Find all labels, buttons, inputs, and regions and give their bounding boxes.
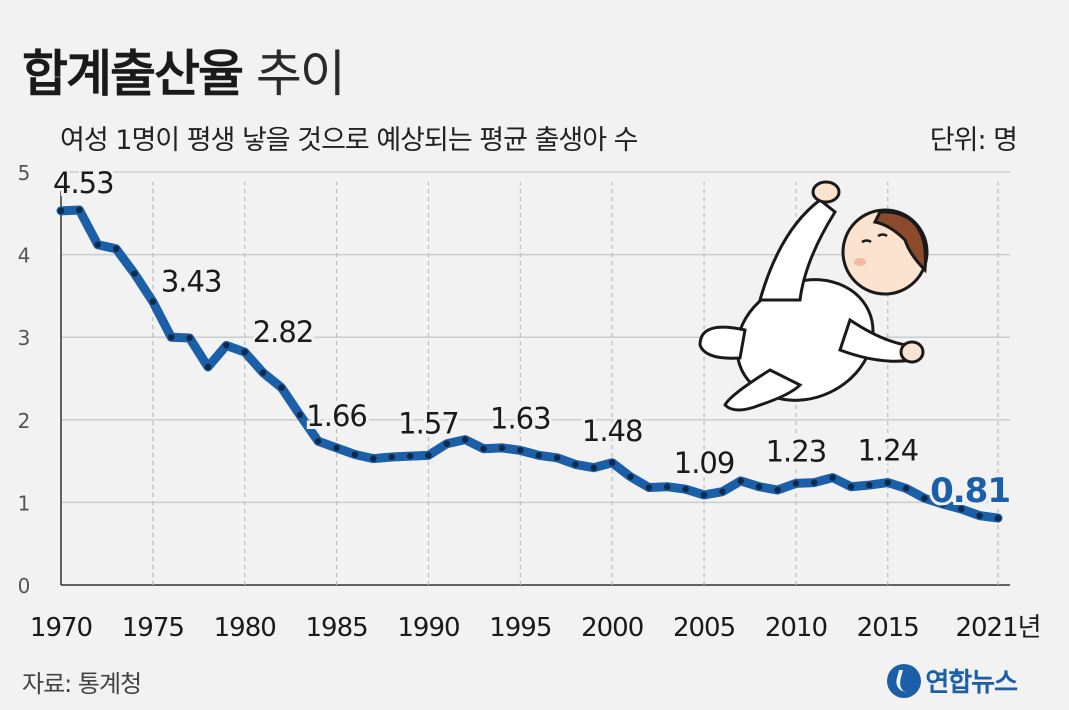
data-point [884,479,891,486]
x-tick-label: 2000 [581,613,643,643]
data-point [737,477,744,485]
data-point [425,452,432,459]
data-point [921,495,928,502]
data-point [296,411,304,419]
data-point [572,461,579,468]
data-point [76,206,83,214]
series-line [56,205,1003,523]
data-point [645,484,653,491]
data-label: 1.48 [582,414,643,448]
data-point [351,451,359,458]
data-point [590,464,598,471]
x-tick-label: 2010 [765,613,827,643]
data-point [480,445,487,452]
data-point [94,241,101,248]
y-tick-label: 5 [18,161,31,185]
x-tick-label: 1970 [30,613,92,643]
data-point [958,505,965,513]
data-point [278,384,285,391]
title-suffix: 추이 [255,45,346,103]
data-labels: 4.53 3.43 2.82 1.66 1.57 1.63 1.48 1.09 1.23 1.24… [50,163,1014,514]
axis-ticks: 0 1 2 3 4 5 1970 1975 1980 1985 1990 1995 2000 2005 20… [18,161,1042,643]
data-point [755,483,763,490]
data-point [241,348,248,356]
data-label: 1.23 [766,434,827,468]
data-label: 1.57 [398,406,459,440]
data-point [847,483,855,490]
data-point [370,455,377,462]
y-tick-label: 0 [18,574,31,598]
publisher-logo: 연합뉴스 [887,662,1018,699]
data-point [131,270,138,277]
x-tick-label: 1980 [214,613,276,643]
data-point [682,485,689,493]
yonhap-logo-icon [887,663,922,698]
data-label: 3.43 [161,265,222,299]
x-tick-label: 2005 [673,613,735,643]
data-label: 0.81 [930,471,1010,511]
data-point [700,491,708,499]
data-point [902,485,910,492]
data-label: 2.82 [253,315,314,349]
chart-subtitle: 여성 1명이 평생 낳을 것으로 예상되는 평균 출생아 수 [60,125,638,156]
data-point [627,473,634,480]
grid-lines [60,171,1010,586]
baby-illustration [698,180,929,412]
x-tick-label: 1995 [489,613,551,643]
data-point [204,363,212,371]
data-point [535,452,542,459]
data-point [57,207,65,215]
data-label: 1.24 [857,434,918,468]
series-markers [57,206,1002,522]
data-point [939,500,947,508]
unit-label: 단위: 명 [929,125,1018,156]
data-point [517,447,524,454]
data-label: 1.66 [306,399,367,433]
y-tick-label: 1 [18,491,31,515]
data-point [774,486,781,494]
data-point [461,436,469,443]
y-tick-label: 3 [18,326,31,350]
data-point [406,452,414,460]
data-point [829,474,836,481]
x-tick-label: 2015 [857,613,919,643]
data-point [994,514,1002,522]
data-point [792,480,800,487]
data-point [664,483,671,490]
data-point [866,481,873,489]
x-tick-label: 1985 [306,613,368,643]
data-point [811,479,818,486]
chart-title: 합계출산율 추이 [22,34,346,106]
data-point [149,298,157,305]
data-point [223,342,230,349]
data-point [498,444,506,452]
data-label: 4.53 [53,166,114,200]
data-point [719,488,726,495]
y-tick-label: 4 [18,244,31,268]
data-point [388,453,395,461]
y-tick-label: 2 [18,409,31,433]
x-tick-label: 1975 [122,613,184,643]
data-point [315,438,322,445]
data-point [168,334,175,341]
data-point [553,454,561,461]
data-label: 1.63 [490,401,551,435]
title-main: 합계출산율 [22,45,244,103]
data-point [186,334,193,342]
data-point [976,512,983,519]
data-label: 1.09 [674,446,735,480]
x-tick-label: 1990 [397,613,459,643]
data-point [333,444,340,452]
data-point [443,440,451,447]
data-point [112,245,120,253]
series-line-path [56,205,1003,523]
data-point [259,369,267,376]
data-point [608,459,616,466]
logo-text: 연합뉴스 [925,668,1018,698]
x-tick-label: 2021년 [955,613,1040,643]
source-note: 자료: 통계청 [22,670,142,698]
